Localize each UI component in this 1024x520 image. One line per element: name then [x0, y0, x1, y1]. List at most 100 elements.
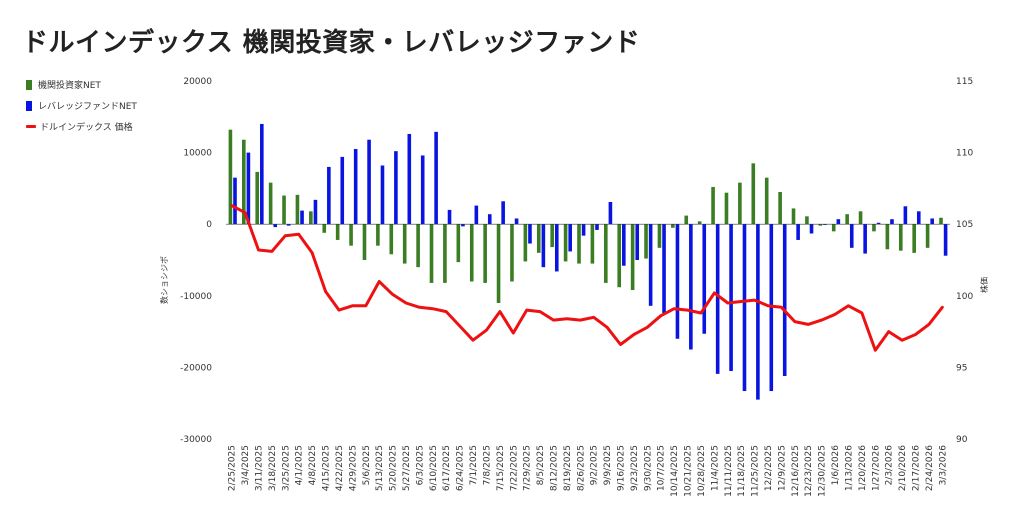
x-tick-label: 7/8/2025	[482, 445, 492, 485]
legend-swatch-price	[26, 125, 36, 128]
y-tick-label: 10000	[183, 149, 212, 159]
bar-leveraged	[662, 224, 666, 313]
x-tick-label: 10/7/2025	[657, 445, 667, 491]
bar-leveraged	[863, 224, 867, 254]
x-tick-label: 3/3/2026	[938, 445, 948, 486]
x-tick-label: 7/22/2025	[509, 445, 519, 491]
bar-leveraged	[407, 133, 412, 225]
bar-leveraged	[916, 211, 921, 225]
bar-leveraged	[608, 202, 613, 225]
bar-leveraged	[554, 224, 559, 272]
bar-institutional	[630, 224, 635, 291]
bar-institutional	[845, 214, 849, 225]
x-tick-label: 2/3/2026	[885, 445, 895, 486]
x-tick-label: 8/12/2025	[549, 445, 559, 491]
legend-item-institutional[interactable]: 機関投資家NET	[26, 74, 137, 95]
x-tick-label: 1/6/2026	[831, 445, 841, 486]
x-tick-label: 5/20/2025	[389, 445, 399, 491]
bar-leveraged	[286, 224, 291, 226]
x-tick-label: 8/5/2025	[536, 445, 546, 485]
bar-institutional	[751, 163, 756, 225]
bar-leveraged	[943, 224, 948, 256]
bar-leveraged	[420, 155, 425, 225]
bar-institutional	[898, 224, 903, 251]
bar-institutional	[657, 224, 662, 248]
y2-axis-ticks: 115 110 105 100 95 90	[956, 77, 973, 445]
bar-institutional	[416, 224, 420, 268]
bar-institutional	[577, 224, 581, 264]
bar-leveraged	[367, 139, 371, 225]
x-tick-label: 6/17/2025	[442, 445, 452, 491]
x-tick-label: 7/1/2025	[469, 445, 479, 485]
bar-leveraged	[689, 224, 693, 350]
bar-institutional	[376, 224, 380, 246]
x-tick-label: 5/27/2025	[402, 445, 412, 491]
bar-institutional	[309, 211, 313, 225]
x-tick-label: 10/14/2025	[670, 445, 680, 497]
bar-leveraged	[300, 210, 304, 225]
legend-swatch-leveraged	[26, 100, 32, 111]
bar-leveraged	[528, 224, 532, 244]
leveraged-bars	[233, 123, 948, 400]
legend-item-leveraged[interactable]: レバレッジファンドNET	[26, 95, 137, 116]
bar-institutional	[818, 224, 823, 226]
bar-institutional	[563, 224, 568, 262]
institutional-bars	[228, 129, 943, 303]
x-tick-label: 7/29/2025	[523, 445, 533, 491]
x-tick-label: 10/28/2025	[697, 445, 707, 497]
bar-institutional	[402, 224, 407, 264]
bar-leveraged	[434, 131, 438, 225]
bar-leveraged	[782, 224, 787, 376]
bar-leveraged	[702, 224, 707, 334]
bar-leveraged	[675, 224, 680, 339]
bar-institutional	[604, 224, 608, 283]
x-tick-label: 3/18/2025	[268, 445, 278, 491]
bar-leveraged	[595, 224, 599, 230]
bar-leveraged	[380, 165, 385, 225]
bar-leveraged	[313, 199, 318, 225]
bar-leveraged	[327, 166, 331, 225]
bar-institutional	[429, 224, 434, 283]
x-tick-label: 8/26/2025	[576, 445, 586, 491]
bar-leveraged	[809, 224, 814, 234]
bar-leveraged	[487, 214, 492, 225]
bar-institutional	[885, 224, 890, 250]
bar-leveraged	[823, 224, 827, 225]
y-axis-ticks: 20000 10000 0 -10000 -20000 -30000	[180, 77, 212, 445]
x-tick-label: 6/24/2025	[456, 445, 466, 491]
x-tick-label: 4/29/2025	[348, 445, 358, 491]
x-tick-label: 8/19/2025	[563, 445, 573, 491]
y-tick-label: 0	[206, 220, 212, 230]
legend-item-price[interactable]: ドルインデックス 価格	[26, 116, 137, 137]
y2-axis-title: 株価	[979, 277, 989, 293]
bar-leveraged	[273, 224, 278, 228]
bar-institutional	[590, 224, 595, 264]
bar-institutional	[697, 221, 702, 225]
bar-leveraged	[903, 206, 908, 225]
bar-institutional	[791, 208, 796, 225]
x-tick-label: 9/9/2025	[603, 445, 613, 485]
x-tick-label: 12/2/2025	[764, 445, 774, 491]
bar-institutional	[295, 194, 300, 225]
bar-leveraged	[890, 219, 894, 225]
legend-label-price: ドルインデックス 価格	[40, 123, 133, 133]
y-tick-label: -20000	[180, 363, 212, 373]
y2-tick-label: 110	[956, 149, 973, 159]
x-tick-label: 11/18/2025	[737, 445, 747, 497]
y2-tick-label: 90	[956, 435, 968, 445]
x-tick-label: 3/4/2025	[241, 445, 251, 485]
bar-leveraged	[514, 218, 519, 225]
bar-leveraged	[447, 209, 452, 225]
bar-leveraged	[876, 222, 881, 225]
bar-institutional	[242, 139, 246, 225]
bar-leveraged	[501, 201, 505, 225]
x-tick-label: 9/30/2025	[643, 445, 653, 491]
x-tick-label: 12/30/2025	[818, 445, 828, 497]
x-tick-label: 11/4/2025	[710, 445, 720, 491]
bar-institutional	[858, 211, 863, 225]
x-tick-label: 11/25/2025	[751, 445, 761, 497]
bar-leveraged	[568, 224, 572, 252]
x-tick-label: 9/23/2025	[630, 445, 640, 491]
bar-leveraged	[756, 224, 760, 400]
